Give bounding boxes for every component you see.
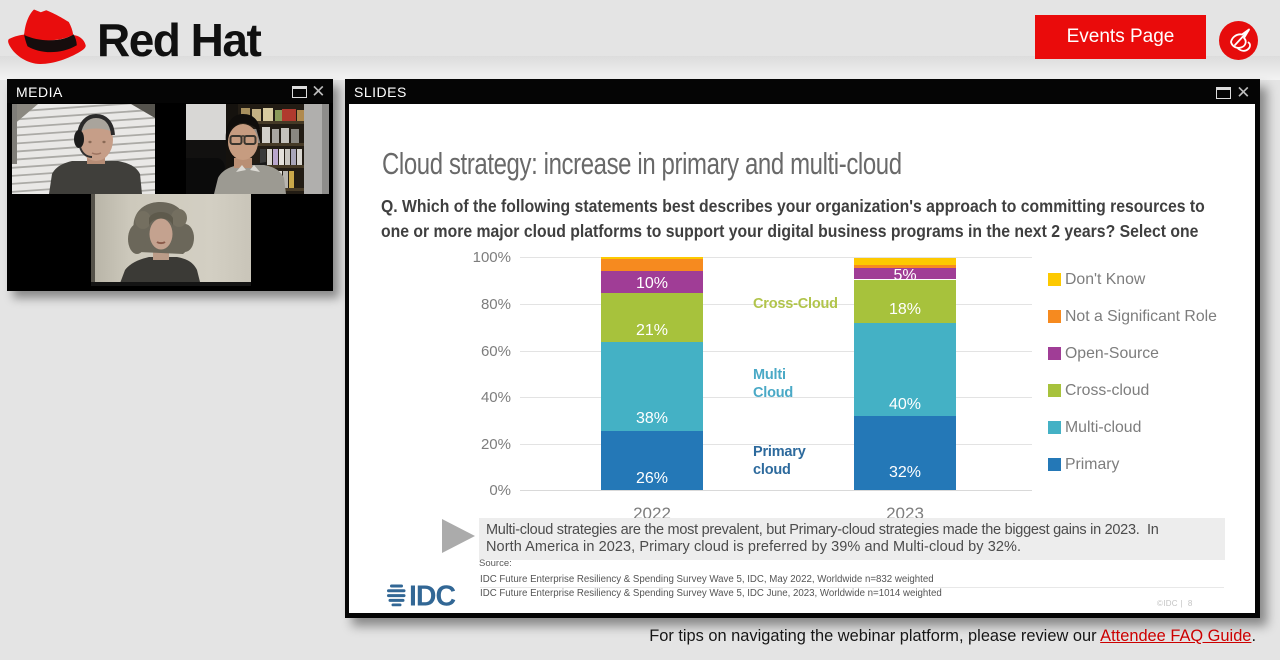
svg-text:IDC: IDC bbox=[409, 583, 456, 609]
